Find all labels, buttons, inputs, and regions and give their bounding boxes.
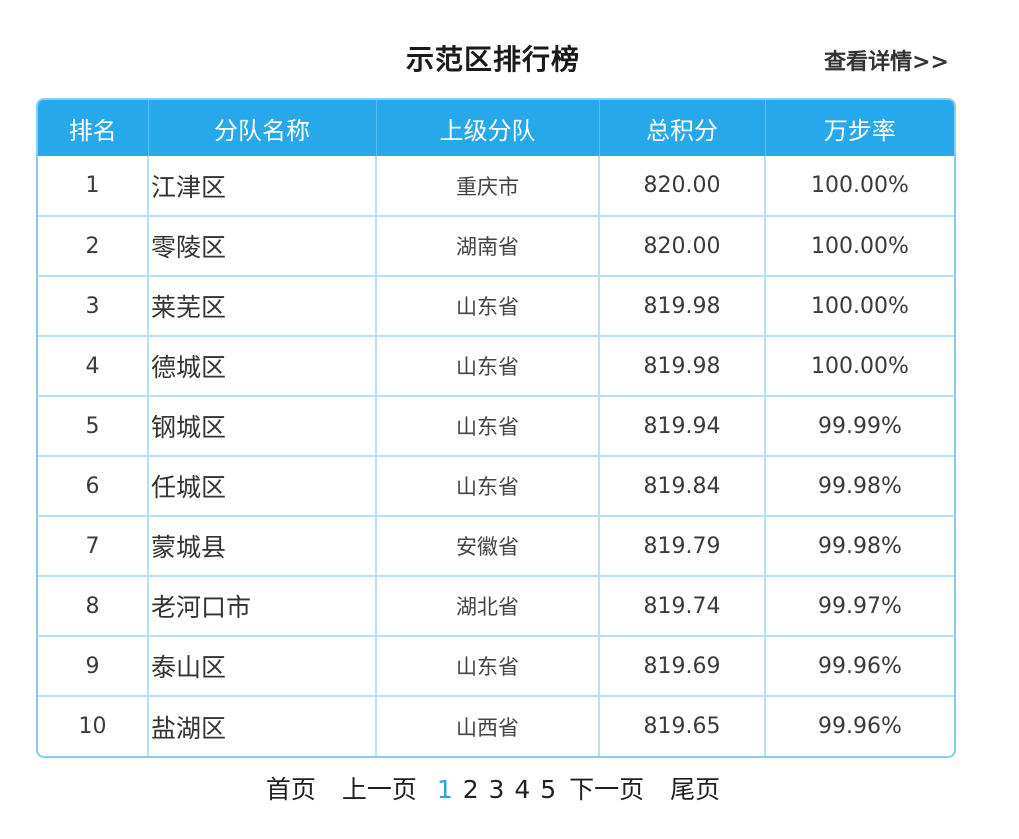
rate-cell: 99.98% xyxy=(765,456,954,517)
page-title: 示范区排行榜 xyxy=(405,43,580,76)
table-row: 6 任城区 山东省 819.84 99.98% xyxy=(38,456,954,517)
column-header-total-score: 总积分 xyxy=(599,100,766,156)
table-body: 1 江津区 重庆市 820.00 100.00% 2 零陵区 湖南省 820.0… xyxy=(38,156,954,756)
table-row: 7 蒙城县 安徽省 819.79 99.98% xyxy=(38,516,954,577)
team-name-cell: 老河口市 xyxy=(148,576,377,637)
table-row: 2 零陵区 湖南省 820.00 100.00% xyxy=(38,216,954,277)
prev-page-button[interactable]: 上一页 xyxy=(341,775,417,804)
rate-cell: 100.00% xyxy=(765,156,954,217)
score-cell: 819.84 xyxy=(599,456,766,517)
rank-cell: 2 xyxy=(38,216,149,277)
score-cell: 819.65 xyxy=(599,696,766,756)
score-cell: 819.74 xyxy=(599,576,766,637)
team-name-cell: 盐湖区 xyxy=(148,696,377,756)
parent-team-cell: 湖南省 xyxy=(376,216,600,277)
table-header: 排名 分队名称 上级分队 总积分 万步率 xyxy=(38,100,954,156)
score-cell: 819.98 xyxy=(599,336,766,397)
table-row: 3 莱芜区 山东省 819.98 100.00% xyxy=(38,276,954,337)
page-button-3[interactable]: 3 xyxy=(488,775,505,804)
parent-team-cell: 湖北省 xyxy=(376,576,600,637)
rank-cell: 4 xyxy=(38,336,149,397)
score-cell: 819.69 xyxy=(599,636,766,697)
last-page-button[interactable]: 尾页 xyxy=(670,775,721,804)
team-name-cell: 钢城区 xyxy=(148,396,377,457)
view-details-link[interactable]: 查看详情>> xyxy=(824,50,949,75)
rate-cell: 99.97% xyxy=(765,576,954,637)
parent-team-cell: 山东省 xyxy=(376,636,600,697)
column-header-team-name: 分队名称 xyxy=(148,100,377,156)
header-row: 排名 分队名称 上级分队 总积分 万步率 xyxy=(38,100,954,156)
rate-cell: 99.96% xyxy=(765,636,954,697)
column-header-rank: 排名 xyxy=(38,100,149,156)
score-cell: 819.98 xyxy=(599,276,766,337)
team-name-cell: 德城区 xyxy=(148,336,377,397)
rate-cell: 99.96% xyxy=(818,714,902,739)
parent-team-cell: 山东省 xyxy=(376,456,600,517)
table-row: 8 老河口市 湖北省 819.74 99.97% xyxy=(38,576,954,637)
page-button-4[interactable]: 4 xyxy=(514,775,531,804)
first-page-button[interactable]: 首页 xyxy=(265,775,316,804)
ranking-table-container: 排名 分队名称 上级分队 总积分 万步率 1 江津区 重庆市 820.00 10… xyxy=(36,98,956,758)
parent-team-cell: 山东省 xyxy=(376,336,600,397)
parent-team-cell: 山西省 xyxy=(376,696,600,756)
column-header-parent-team: 上级分队 xyxy=(376,100,600,156)
rate-cell: 100.00% xyxy=(765,276,954,337)
rank-cell: 6 xyxy=(38,456,149,517)
rank-cell: 9 xyxy=(38,636,149,697)
score-cell: 820.00 xyxy=(599,216,766,277)
table-row: 10 盐湖区 山西省 819.65 99.96% xyxy=(38,696,954,756)
page-button-5[interactable]: 5 xyxy=(540,775,557,804)
parent-team-cell: 山东省 xyxy=(376,396,600,457)
team-name-cell: 蒙城县 xyxy=(148,516,377,577)
rate-cell: 99.98% xyxy=(765,516,954,577)
next-page-button[interactable]: 下一页 xyxy=(569,775,645,804)
rate-cell: 100.00% xyxy=(765,336,954,397)
parent-team-cell: 重庆市 xyxy=(376,156,600,217)
team-name-cell: 任城区 xyxy=(148,456,377,517)
rank-cell: 5 xyxy=(38,396,149,457)
score-cell: 819.79 xyxy=(599,516,766,577)
team-name-cell: 零陵区 xyxy=(148,216,377,277)
rate-cell: 100.00% xyxy=(765,216,954,277)
page-button-2[interactable]: 2 xyxy=(462,775,479,804)
parent-team-cell: 山东省 xyxy=(376,276,600,337)
rank-cell: 7 xyxy=(38,516,149,577)
rate-cell: 99.99% xyxy=(765,396,954,457)
pagination: 首页 上一页 1 2 3 4 5 下一页 尾页 xyxy=(0,770,986,806)
team-name-cell: 江津区 xyxy=(148,156,377,217)
rank-cell: 1 xyxy=(38,156,149,217)
column-header-step-rate: 万步率 xyxy=(823,116,896,145)
team-name-cell: 泰山区 xyxy=(148,636,377,697)
team-name-cell: 莱芜区 xyxy=(148,276,377,337)
table-row: 1 江津区 重庆市 820.00 100.00% xyxy=(38,156,954,217)
table-row: 9 泰山区 山东省 819.69 99.96% xyxy=(38,636,954,697)
score-cell: 819.94 xyxy=(599,396,766,457)
rank-cell: 10 xyxy=(38,696,149,756)
table-row: 4 德城区 山东省 819.98 100.00% xyxy=(38,336,954,397)
rank-cell: 3 xyxy=(38,276,149,337)
parent-team-cell: 安徽省 xyxy=(376,516,600,577)
score-cell: 820.00 xyxy=(599,156,766,217)
page-button-1[interactable]: 1 xyxy=(436,775,453,804)
table-row: 5 钢城区 山东省 819.94 99.99% xyxy=(38,396,954,457)
ranking-table: 排名 分队名称 上级分队 总积分 万步率 1 江津区 重庆市 820.00 10… xyxy=(38,100,954,756)
rank-cell: 8 xyxy=(38,576,149,637)
